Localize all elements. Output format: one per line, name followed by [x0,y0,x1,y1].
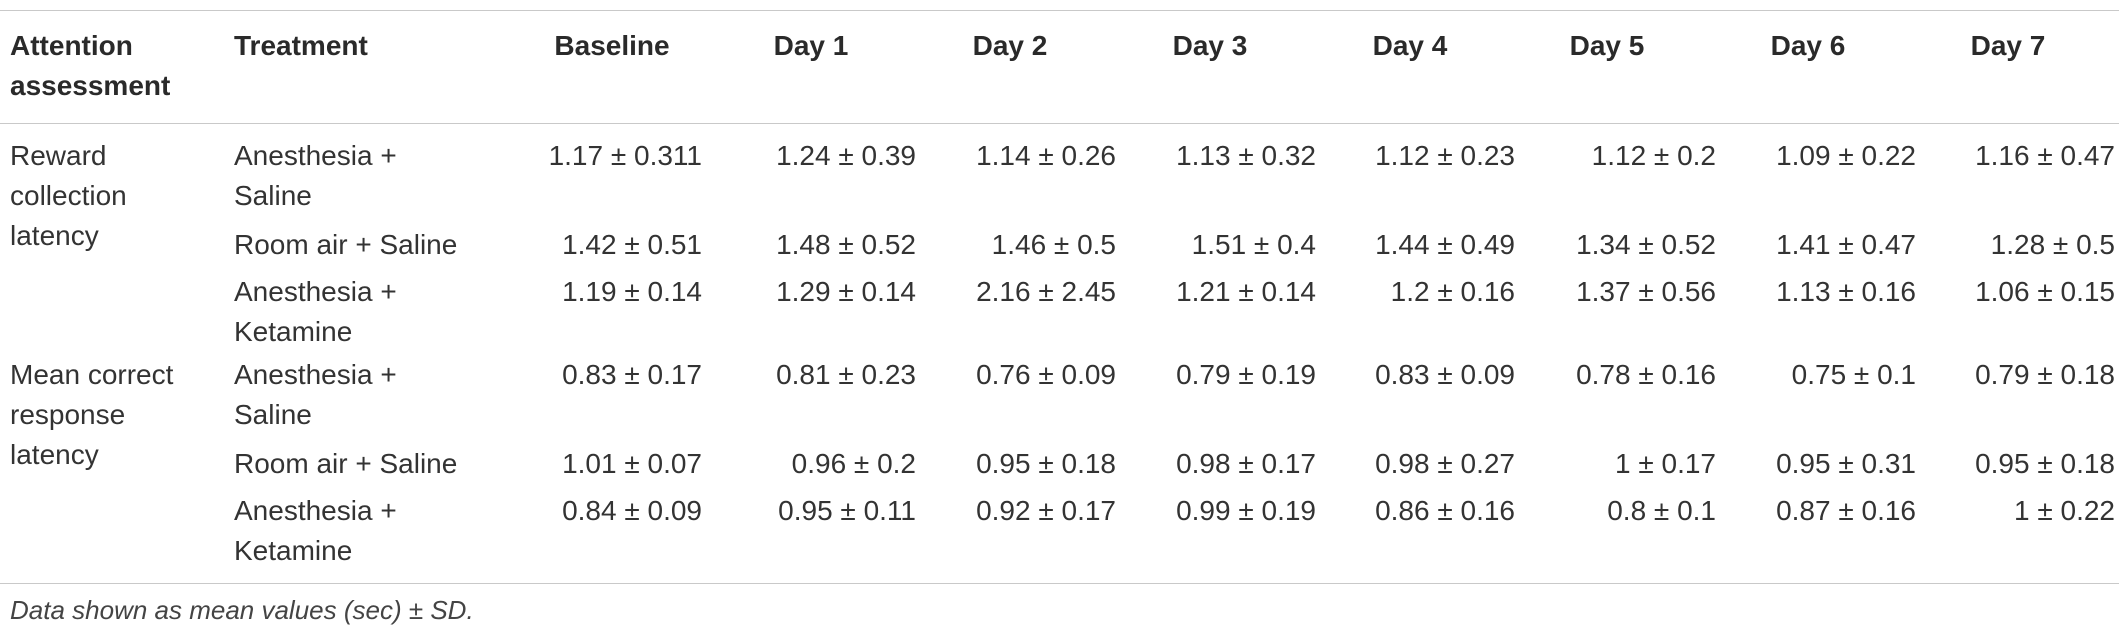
table-cell-value: 0.78 ± 0.16 [1576,359,1716,390]
table-cell-value: 1.01 ± 0.07 [562,448,702,479]
table-cell-value: 0.83 ± 0.17 [562,359,702,390]
table-cell-value: 1.44 ± 0.49 [1375,229,1515,260]
table-cell-value: 0.95 ± 0.18 [976,448,1116,479]
treatment-label: Anesthesia + Ketamine [234,276,397,347]
treatment-label: Anesthesia + Saline [234,140,397,211]
assessment-label: Mean correct response latency [10,359,174,470]
table-cell-value: 1.12 ± 0.2 [1591,140,1716,171]
table-cell-value: 1.46 ± 0.5 [991,229,1116,260]
table-cell-value: 1.21 ± 0.14 [1176,276,1316,307]
table-cell-value: 0.76 ± 0.09 [976,359,1116,390]
column-header: Treatment [234,30,368,61]
table-cell-value: 1.29 ± 0.14 [776,276,916,307]
table-cell-value: 0.84 ± 0.09 [562,495,702,526]
table-cell-value: 0.95 ± 0.18 [1975,448,2115,479]
table-cell-value: 0.98 ± 0.27 [1375,448,1515,479]
table-cell-value: 2.16 ± 2.45 [976,276,1116,307]
table-cell-value: 0.75 ± 0.1 [1791,359,1916,390]
column-header: Day 7 [1970,30,2046,61]
table-bottom-rule [0,583,2119,584]
table-cell-value: 0.83 ± 0.09 [1375,359,1515,390]
table-cell-value: 1.19 ± 0.14 [562,276,702,307]
table-cell-value: 1.06 ± 0.15 [1975,276,2115,307]
table-cell-value: 0.79 ± 0.19 [1176,359,1316,390]
table-cell-value: 1.24 ± 0.39 [776,140,916,171]
table-cell-value: 1.13 ± 0.16 [1776,276,1916,307]
table-top-rule [0,10,2119,11]
table-cell-value: 1.37 ± 0.56 [1576,276,1716,307]
column-header: Day 6 [1770,30,1846,61]
treatment-label: Room air + Saline [234,229,458,260]
treatment-label: Anesthesia + Ketamine [234,495,397,566]
column-header: Day 3 [1172,30,1248,61]
header-divider-rule [0,123,2119,124]
treatment-label: Room air + Saline [234,448,458,479]
table-cell-value: 1.48 ± 0.52 [776,229,916,260]
column-header: Day 5 [1569,30,1645,61]
table-footnote: Data shown as mean values (sec) ± SD. [10,595,474,625]
table-cell-value: 0.8 ± 0.1 [1607,495,1716,526]
table-cell-value: 1.13 ± 0.32 [1176,140,1316,171]
table-cell-value: 1.17 ± 0.311 [548,140,702,171]
table-cell-value: 0.99 ± 0.19 [1176,495,1316,526]
table-cell-value: 1.14 ± 0.26 [976,140,1116,171]
table-cell-value: 1 ± 0.17 [1615,448,1716,479]
table-cell-value: 0.96 ± 0.2 [791,448,916,479]
table-cell-value: 1.51 ± 0.4 [1191,229,1316,260]
assessment-label: Reward collection latency [10,140,127,251]
table-cell-value: 0.87 ± 0.16 [1776,495,1916,526]
table-cell-value: 1 ± 0.22 [2014,495,2115,526]
table-cell-value: 0.92 ± 0.17 [976,495,1116,526]
treatment-label: Anesthesia + Saline [234,359,397,430]
table-cell-value: 0.79 ± 0.18 [1975,359,2115,390]
column-header: Day 1 [773,30,849,61]
table-cell-value: 1.34 ± 0.52 [1576,229,1716,260]
table-cell-value: 1.42 ± 0.51 [562,229,702,260]
table-cell-value: 0.98 ± 0.17 [1176,448,1316,479]
table-cell-value: 1.12 ± 0.23 [1375,140,1515,171]
table-cell-value: 1.2 ± 0.16 [1390,276,1515,307]
table-cell-value: 0.95 ± 0.11 [778,495,916,526]
table-cell-value: 0.95 ± 0.31 [1776,448,1916,479]
table-cell-value: 1.41 ± 0.47 [1776,229,1916,260]
column-header: Baseline [554,30,670,61]
table-cell-value: 1.16 ± 0.47 [1975,140,2115,171]
table-cell-value: 0.81 ± 0.23 [776,359,916,390]
column-header: Attention assessment [10,30,171,101]
table-cell-value: 1.28 ± 0.5 [1990,229,2115,260]
table-cell-value: 1.09 ± 0.22 [1776,140,1916,171]
table-cell-value: 0.86 ± 0.16 [1375,495,1515,526]
column-header: Day 4 [1372,30,1448,61]
column-header: Day 2 [972,30,1048,61]
